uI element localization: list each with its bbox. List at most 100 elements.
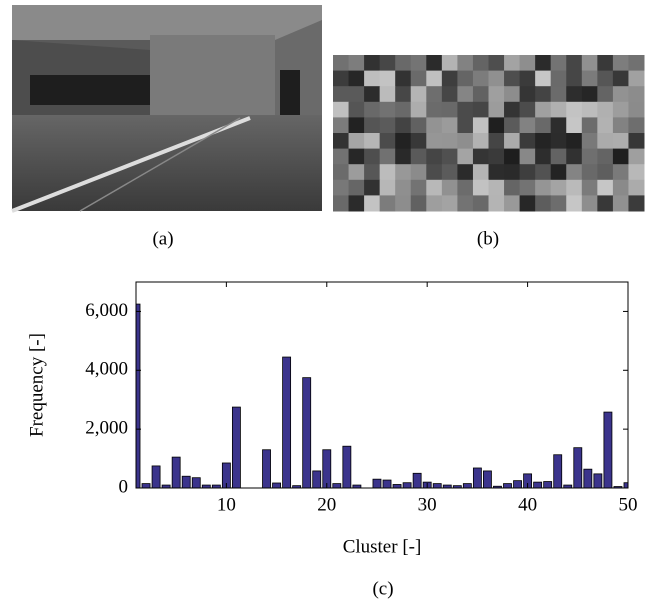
mosaic-cell <box>457 86 474 103</box>
mosaic-cell <box>504 133 521 150</box>
mosaic-cell <box>441 101 458 118</box>
mosaic-cell <box>348 101 365 118</box>
mosaic-cell <box>441 117 458 134</box>
bar <box>533 481 543 488</box>
bar <box>513 480 522 488</box>
mosaic-cell <box>535 70 552 87</box>
mosaic-cell <box>519 55 536 72</box>
bar <box>151 465 161 488</box>
mosaic-cell <box>612 179 629 196</box>
mosaic-cell <box>519 148 536 165</box>
mosaic-cell <box>628 55 645 72</box>
mosaic-cell <box>550 70 567 87</box>
mosaic-cell <box>597 101 614 118</box>
mosaic-cell <box>612 117 629 134</box>
mosaic-cell <box>581 133 598 150</box>
mosaic-cell <box>581 148 598 165</box>
mosaic-cell <box>612 164 629 181</box>
mosaic-cell <box>441 148 458 165</box>
bar <box>136 303 141 488</box>
mosaic-cell <box>519 195 536 212</box>
bar <box>543 481 553 488</box>
mosaic-cell <box>410 179 427 196</box>
mosaic-cell <box>488 70 505 87</box>
mosaic-cell <box>395 148 412 165</box>
bar <box>432 483 442 488</box>
mosaic-cell <box>535 148 552 165</box>
mosaic-cell <box>488 148 505 165</box>
mosaic-cell <box>410 148 427 165</box>
mosaic-cell <box>364 164 381 181</box>
mosaic-cell <box>348 133 365 150</box>
mosaic-cell <box>504 117 521 134</box>
mosaic-cell <box>472 86 489 103</box>
bar <box>462 483 472 488</box>
mosaic-cell <box>441 133 458 150</box>
mosaic-cell <box>441 195 458 212</box>
x-tick-label: 50 <box>619 494 638 515</box>
mosaic-cell <box>410 117 427 134</box>
mosaic-cell <box>333 195 350 212</box>
mosaic-cell <box>395 179 412 196</box>
mosaic-cell <box>395 70 412 87</box>
mosaic-cell <box>628 164 645 181</box>
mosaic-cell <box>348 86 365 103</box>
mosaic-cell <box>333 148 350 165</box>
mosaic-cell <box>364 55 381 72</box>
mosaic-cell <box>379 148 396 165</box>
bar <box>231 406 241 488</box>
mosaic-cell <box>566 70 583 87</box>
mosaic-cell <box>379 179 396 196</box>
mosaic-cell <box>612 101 629 118</box>
bar <box>372 478 382 488</box>
mosaic-cell <box>457 164 474 181</box>
bar <box>603 411 613 488</box>
bar <box>573 447 583 488</box>
bar <box>272 482 281 488</box>
mosaic-cell <box>535 195 552 212</box>
mosaic-cell <box>457 55 474 72</box>
mosaic-cell <box>395 164 412 181</box>
y-tick-label: 2,000 <box>85 418 128 439</box>
bar <box>312 470 322 488</box>
mosaic-cell <box>581 55 598 72</box>
mosaic-cell <box>597 133 614 150</box>
x-tick-label: 10 <box>217 494 236 515</box>
y-tick-label: 0 <box>119 476 129 497</box>
mosaic-cell <box>504 179 521 196</box>
bar <box>221 462 231 488</box>
bar <box>503 483 512 488</box>
bar <box>382 479 392 488</box>
mosaic-cell <box>379 55 396 72</box>
mosaic-cell <box>504 86 521 103</box>
mosaic-cell <box>628 179 645 196</box>
y-tick-label: 6,000 <box>85 300 128 321</box>
mosaic-cell <box>566 133 583 150</box>
mosaic-cell <box>364 179 381 196</box>
mosaic-cell <box>550 86 567 103</box>
mosaic-cell <box>488 101 505 118</box>
caption: (b) <box>477 228 499 249</box>
mosaic-cell <box>348 179 365 196</box>
bar <box>483 470 492 488</box>
caption: (c) <box>372 578 393 599</box>
mosaic-cell <box>426 195 443 212</box>
mosaic-cell <box>410 86 427 103</box>
mosaic-cell <box>426 117 443 134</box>
mosaic-cell <box>379 133 396 150</box>
bar <box>332 483 342 488</box>
mosaic-cell <box>566 55 583 72</box>
mosaic-cell <box>628 70 645 87</box>
image-a <box>11 5 322 213</box>
bar <box>141 483 151 488</box>
mosaic-cell <box>348 148 365 165</box>
caption: (a) <box>152 228 173 249</box>
mosaic-cell <box>488 86 505 103</box>
mosaic-cell <box>550 133 567 150</box>
mosaic-cell <box>519 117 536 134</box>
mosaic-cell <box>581 179 598 196</box>
mosaic-cell <box>395 101 412 118</box>
bar <box>583 468 593 488</box>
mosaic-cell <box>441 55 458 72</box>
